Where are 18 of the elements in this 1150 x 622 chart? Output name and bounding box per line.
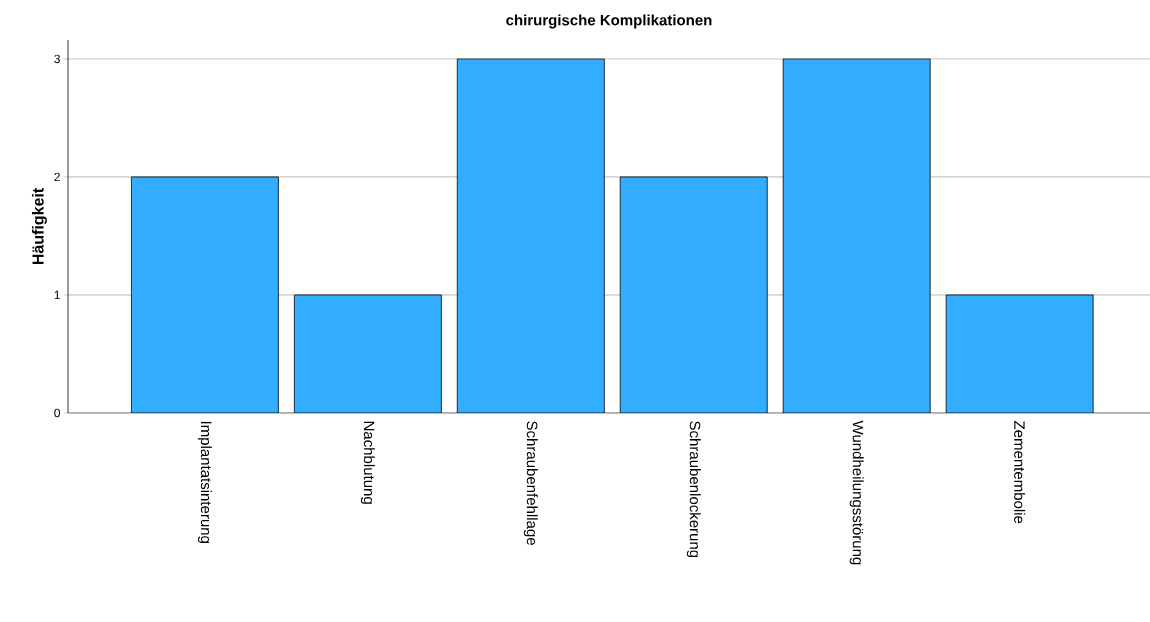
bar (782, 58, 931, 413)
x-tick-label: Wundheilungsstörung (849, 420, 864, 565)
y-tick-label: 0 (54, 408, 61, 418)
x-tick-label: Schraubenfehllage (523, 421, 538, 545)
bar (619, 176, 768, 413)
y-tick-label: 2 (54, 172, 60, 182)
y-tick-label: 3 (54, 54, 60, 64)
x-tick-label: Zementembolie (1014, 421, 1026, 524)
bar (293, 294, 442, 413)
bar (945, 294, 1094, 413)
x-tick-label: Implantatsinterung (197, 421, 212, 543)
x-tick-label: Schraubenlockerung (686, 421, 701, 558)
chart-title: chirurgische Komplikationen (506, 14, 712, 29)
x-tick-label: Nachblutung (360, 421, 375, 504)
y-axis-title: Häufigkeit (31, 188, 47, 265)
bar (456, 58, 605, 413)
bar (130, 176, 279, 413)
y-tick-label: 1 (54, 290, 60, 300)
